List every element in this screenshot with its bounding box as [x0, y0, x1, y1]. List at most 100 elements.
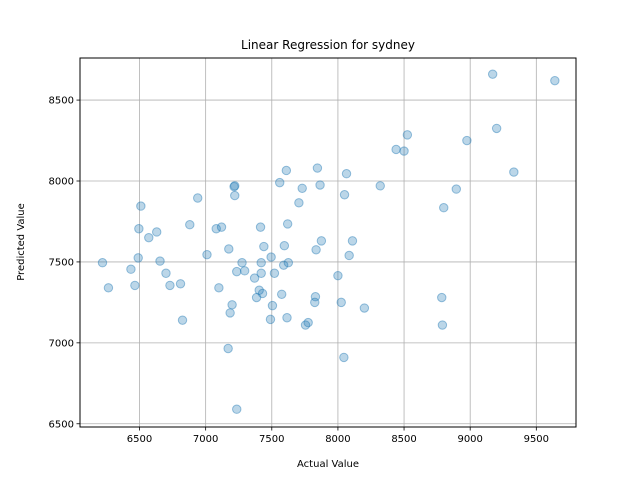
data-point: [282, 219, 293, 229]
data-point: [211, 224, 221, 234]
data-point: [165, 280, 175, 291]
x-tick-label: 8500: [391, 434, 416, 445]
data-point: [451, 184, 461, 194]
x-axis-ticks: 6500 7000 7500 8000 8500 9000 9500: [127, 427, 549, 445]
data-point: [462, 135, 472, 146]
data-point: [269, 268, 280, 278]
data-point: [133, 253, 143, 263]
data-point: [283, 258, 294, 268]
data-point: [177, 315, 188, 325]
data-point: [227, 300, 237, 310]
data-point: [402, 130, 413, 140]
data-point: [282, 313, 292, 323]
data-point: [333, 270, 343, 281]
data-point: [391, 144, 401, 155]
data-point: [281, 165, 292, 176]
data-point: [310, 292, 321, 302]
data-point: [278, 260, 289, 270]
data-point: [97, 258, 108, 268]
data-point: [303, 317, 313, 328]
data-point: [347, 236, 358, 246]
data-point: [437, 292, 447, 303]
data-point: [103, 283, 114, 293]
data-point: [152, 227, 162, 237]
data-point: [202, 249, 212, 260]
data-point: [437, 320, 448, 330]
data-point: [341, 169, 352, 179]
data-point: [279, 241, 290, 251]
data-point: [399, 146, 409, 156]
data-point: [225, 308, 235, 318]
data-point: [297, 183, 307, 193]
data-point: [193, 193, 203, 203]
data-point: [214, 283, 224, 293]
data-point: [339, 190, 350, 200]
data-point: [230, 181, 240, 191]
data-point: [255, 222, 266, 232]
data-point: [249, 273, 260, 283]
y-tick-label: 7500: [49, 257, 74, 268]
data-point: [311, 245, 321, 255]
data-point: [439, 203, 449, 213]
data-point: [265, 314, 276, 325]
data-point: [344, 250, 354, 261]
data-point: [336, 297, 346, 308]
grid-lines: [80, 58, 576, 427]
data-point: [161, 268, 171, 278]
data-point: [230, 190, 240, 201]
data-point: [144, 232, 154, 243]
data-point: [375, 181, 385, 191]
data-point: [300, 320, 311, 330]
y-axis-ticks: 6500 7000 7500 8000 8500: [49, 96, 80, 430]
data-point: [267, 300, 278, 311]
data-point: [275, 177, 285, 188]
data-point: [339, 352, 349, 363]
x-tick-label: 9000: [457, 434, 482, 445]
data-point: [223, 343, 233, 354]
data-point: [232, 404, 242, 414]
data-point: [126, 264, 136, 274]
data-point: [251, 292, 262, 303]
data-point: [359, 303, 370, 313]
data-point: [266, 252, 276, 262]
data-point: [229, 181, 239, 192]
x-axis-label: Actual Value: [297, 459, 359, 470]
data-point: [136, 201, 146, 211]
data-point: [130, 280, 140, 291]
data-point: [294, 198, 304, 208]
data-point: [155, 256, 165, 266]
data-point: [237, 258, 247, 268]
data-point: [259, 241, 269, 252]
y-tick-label: 8000: [49, 177, 74, 188]
x-tick-label: 7000: [193, 434, 218, 445]
x-tick-label: 7500: [259, 434, 284, 445]
data-point: [185, 219, 195, 230]
data-point: [257, 288, 268, 299]
data-point: [277, 289, 287, 299]
data-point: [509, 167, 519, 177]
data-point: [487, 69, 498, 79]
data-point: [315, 180, 325, 190]
data-point: [239, 266, 250, 276]
data-point: [175, 279, 186, 289]
data-point: [216, 222, 227, 232]
data-point: [550, 75, 560, 86]
plot-frame: [79, 57, 577, 428]
y-tick-label: 7000: [49, 338, 74, 349]
x-tick-label: 9500: [524, 434, 549, 445]
y-tick-label: 6500: [49, 419, 74, 430]
x-tick-label: 8000: [325, 434, 350, 445]
data-point: [316, 236, 327, 246]
chart-title: Linear Regression for sydney: [241, 38, 415, 52]
data-point: [256, 268, 266, 278]
data-point: [310, 297, 320, 308]
data-point: [256, 258, 266, 268]
data-point: [134, 224, 144, 234]
data-point: [491, 123, 502, 134]
data-point: [312, 163, 323, 173]
data-points: [97, 69, 560, 414]
data-point: [232, 266, 242, 277]
data-point: [254, 285, 264, 295]
